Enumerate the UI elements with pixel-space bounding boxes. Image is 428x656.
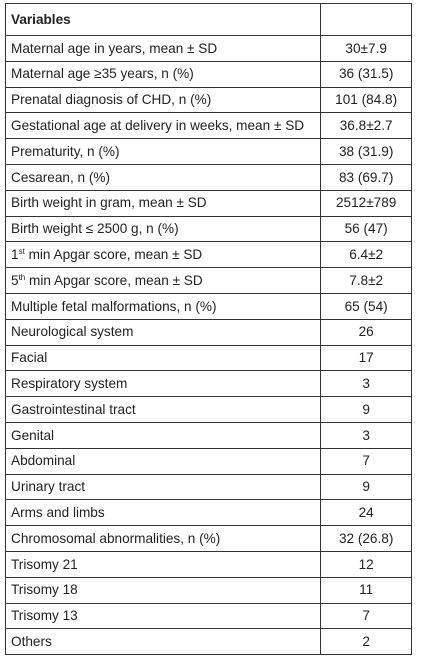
table-row: Trisomy 18 11 bbox=[4, 576, 412, 604]
row-label-text: min Apgar score, mean ± SD bbox=[25, 272, 203, 288]
row-value: 9 bbox=[320, 396, 412, 423]
table-row: Neurological system 26 bbox=[4, 318, 412, 346]
row-label: Birth weight in gram, mean ± SD bbox=[4, 189, 322, 217]
row-value: 12 bbox=[320, 550, 412, 578]
table-header-row: Variables bbox=[4, 3, 412, 36]
header-value bbox=[320, 3, 412, 36]
row-value: 38 (31.9) bbox=[320, 138, 412, 165]
row-label: Prematurity, n (%) bbox=[4, 138, 322, 165]
table-row: Maternal age in years, mean ± SD 30±7.9 bbox=[4, 35, 412, 62]
table-row: 5th min Apgar score, mean ± SD 7.8±2 bbox=[4, 267, 412, 294]
row-value: 36 (31.5) bbox=[320, 60, 412, 88]
row-label: Maternal age in years, mean ± SD bbox=[4, 35, 322, 62]
row-value: 83 (69.7) bbox=[320, 163, 412, 191]
table-row: Birth weight ≤ 2500 g, n (%) 56 (47) bbox=[4, 215, 412, 243]
row-value: 32 (26.8) bbox=[320, 525, 412, 552]
row-value: 24 bbox=[320, 499, 412, 527]
row-value: 2512±789 bbox=[320, 189, 412, 217]
row-label: 5th min Apgar score, mean ± SD bbox=[4, 267, 322, 294]
row-value: 3 bbox=[320, 370, 412, 398]
row-value: 56 (47) bbox=[320, 215, 412, 243]
table-row: Prematurity, n (%) 38 (31.9) bbox=[4, 138, 412, 165]
table-row: Trisomy 13 7 bbox=[4, 602, 412, 630]
row-label: Gastrointestinal tract bbox=[4, 396, 322, 423]
data-table-container: Variables Maternal age in years, mean ± … bbox=[4, 3, 412, 656]
table-row: Gastrointestinal tract 9 bbox=[4, 396, 412, 423]
table-row: Gestational age at delivery in weeks, me… bbox=[4, 112, 412, 140]
row-label: Gestational age at delivery in weeks, me… bbox=[4, 112, 322, 140]
row-label: Trisomy 13 bbox=[4, 602, 322, 630]
row-label: Urinary tract bbox=[4, 473, 322, 501]
row-value: 2 bbox=[320, 628, 412, 656]
row-value: 7 bbox=[320, 447, 412, 475]
ordinal-number: 5 bbox=[11, 272, 19, 288]
row-label: Birth weight ≤ 2500 g, n (%) bbox=[4, 215, 322, 243]
row-value: 7 bbox=[320, 602, 412, 630]
row-label: Cesarean, n (%) bbox=[4, 163, 322, 191]
row-value: 11 bbox=[320, 576, 412, 604]
header-variables: Variables bbox=[4, 3, 322, 36]
row-label: Abdominal bbox=[4, 447, 322, 475]
row-value: 17 bbox=[320, 344, 412, 372]
table-row: Trisomy 21 12 bbox=[4, 550, 412, 578]
row-label: Others bbox=[4, 628, 322, 656]
row-value: 65 (54) bbox=[320, 292, 412, 320]
row-value: 9 bbox=[320, 473, 412, 501]
table-row: Cesarean, n (%) 83 (69.7) bbox=[4, 163, 412, 191]
row-value: 101 (84.8) bbox=[320, 86, 412, 114]
row-label-text: min Apgar score, mean ± SD bbox=[24, 246, 203, 262]
table-row: Multiple fetal malformations, n (%) 65 (… bbox=[4, 292, 412, 320]
ordinal-number: 1 bbox=[11, 246, 19, 262]
variables-table: Variables Maternal age in years, mean ± … bbox=[4, 3, 412, 656]
table-row: Genital 3 bbox=[4, 421, 412, 449]
row-label: Chromosomal abnormalities, n (%) bbox=[4, 525, 322, 552]
row-value: 36.8±2.7 bbox=[320, 112, 412, 140]
ordinal-suffix: st bbox=[18, 246, 25, 256]
table-row: Maternal age ≥35 years, n (%) 36 (31.5) bbox=[4, 60, 412, 88]
row-label: Facial bbox=[4, 344, 322, 372]
table-row: Urinary tract 9 bbox=[4, 473, 412, 501]
table-row: Respiratory system 3 bbox=[4, 370, 412, 398]
row-value: 6.4±2 bbox=[320, 241, 412, 269]
row-label: Respiratory system bbox=[4, 370, 322, 398]
table-row: Birth weight in gram, mean ± SD 2512±789 bbox=[4, 189, 412, 217]
row-value: 3 bbox=[320, 421, 412, 449]
ordinal-suffix: th bbox=[18, 272, 26, 282]
table-row: Facial 17 bbox=[4, 344, 412, 372]
table-row: Prenatal diagnosis of CHD, n (%) 101 (84… bbox=[4, 86, 412, 114]
table-row: Others 2 bbox=[4, 628, 412, 656]
table-row: Chromosomal abnormalities, n (%) 32 (26.… bbox=[4, 525, 412, 552]
table-row: Abdominal 7 bbox=[4, 447, 412, 475]
row-label: Neurological system bbox=[4, 318, 322, 346]
row-label: Maternal age ≥35 years, n (%) bbox=[4, 60, 322, 88]
row-label: 1st min Apgar score, mean ± SD bbox=[4, 241, 322, 269]
table-row: 1st min Apgar score, mean ± SD 6.4±2 bbox=[4, 241, 412, 269]
row-label: Prenatal diagnosis of CHD, n (%) bbox=[4, 86, 322, 114]
row-label: Genital bbox=[4, 421, 322, 449]
row-label: Multiple fetal malformations, n (%) bbox=[4, 292, 322, 320]
row-label: Trisomy 18 bbox=[4, 576, 322, 604]
row-value: 7.8±2 bbox=[320, 267, 412, 294]
row-label: Trisomy 21 bbox=[4, 550, 322, 578]
row-value: 30±7.9 bbox=[320, 35, 412, 62]
row-value: 26 bbox=[320, 318, 412, 346]
row-label: Arms and limbs bbox=[4, 499, 322, 527]
table-row: Arms and limbs 24 bbox=[4, 499, 412, 527]
